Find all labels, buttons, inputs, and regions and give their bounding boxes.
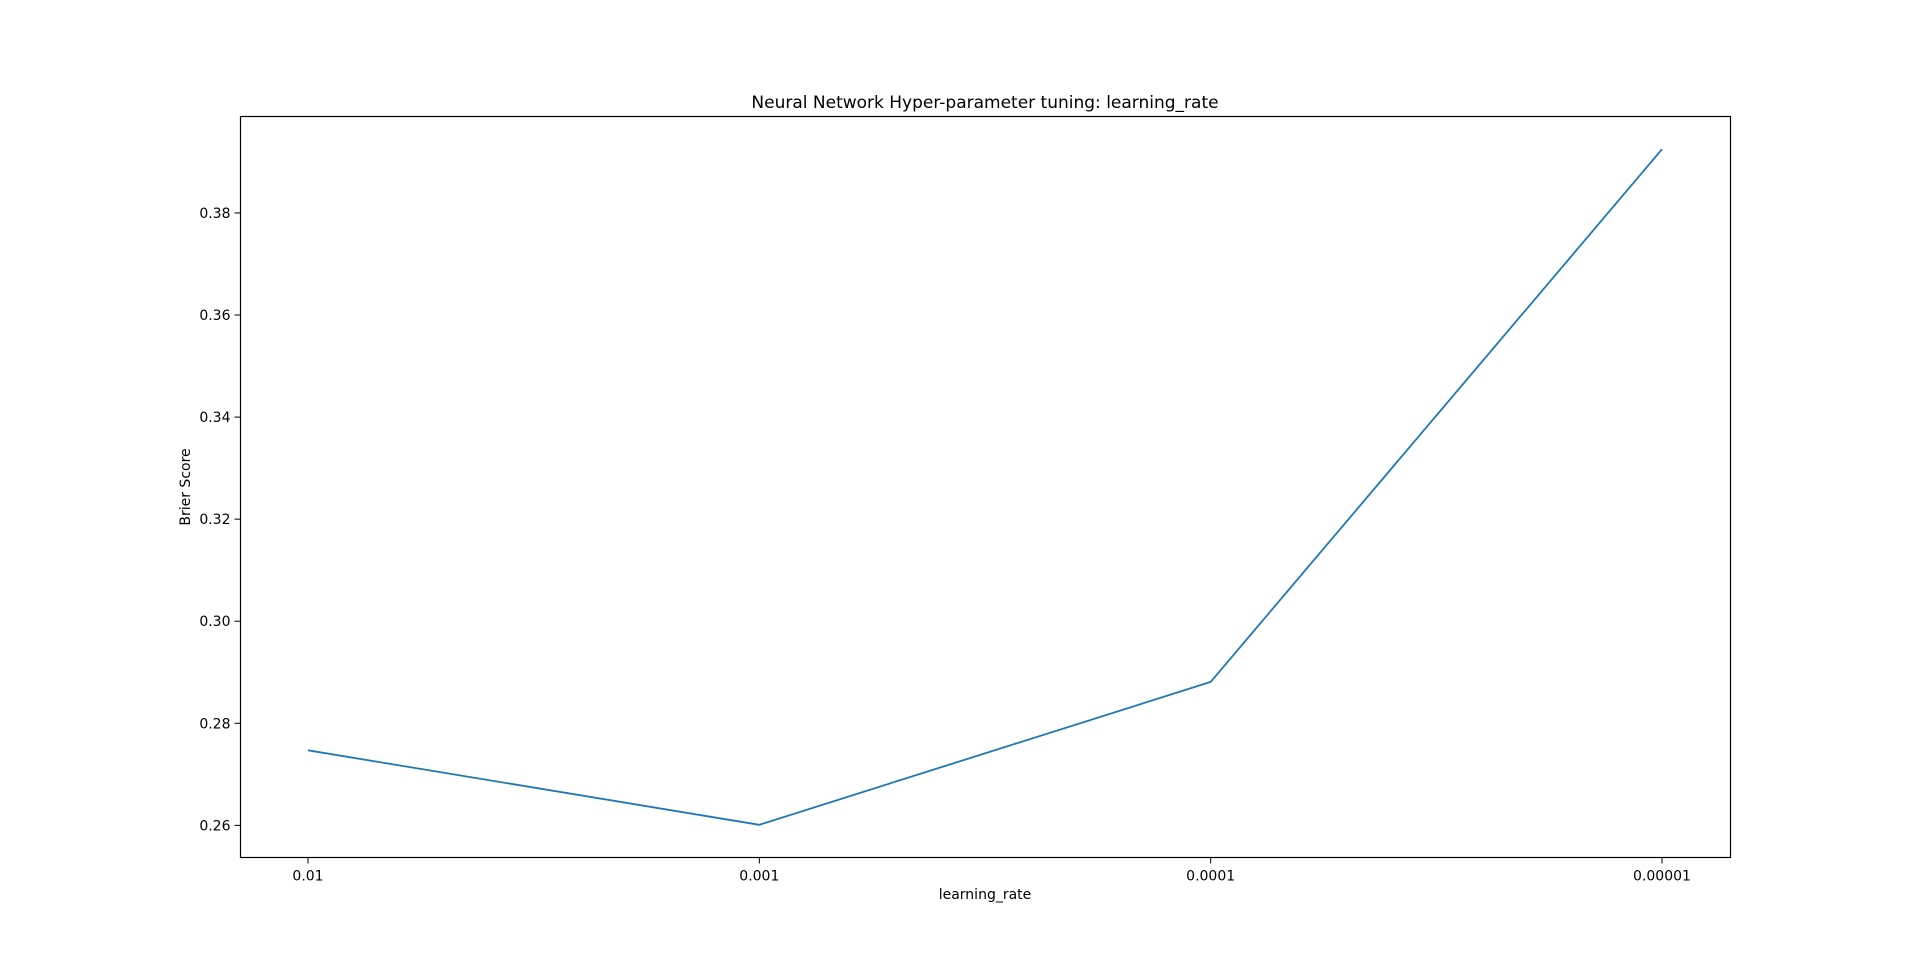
y-tick-label: 0.30	[199, 614, 230, 630]
y-axis-title: Brier Score	[178, 448, 194, 525]
chart-title: Neural Network Hyper-parameter tuning: l…	[751, 93, 1218, 113]
x-axis: 0.01 0.001 0.0001 0.00001	[292, 857, 1691, 885]
x-tick-label: 0.0001	[1186, 869, 1235, 885]
series-line	[307, 148, 1663, 826]
x-tick-label: 0.00001	[1633, 869, 1691, 885]
y-tick-label: 0.38	[199, 206, 230, 222]
x-axis-title: learning_rate	[939, 887, 1032, 903]
y-tick-label: 0.28	[199, 716, 230, 732]
y-tick-label: 0.34	[199, 410, 230, 426]
y-axis: 0.26 0.28 0.30 0.32 0.34 0.36 0.38	[199, 206, 241, 834]
y-tick-label: 0.26	[199, 818, 230, 834]
x-tick-label: 0.001	[739, 869, 779, 885]
x-tick-label: 0.01	[292, 869, 323, 885]
y-tick-label: 0.32	[199, 512, 230, 528]
series-group	[307, 148, 1663, 826]
plot-area-frame	[239, 115, 1732, 859]
y-tick-label: 0.36	[199, 308, 230, 324]
